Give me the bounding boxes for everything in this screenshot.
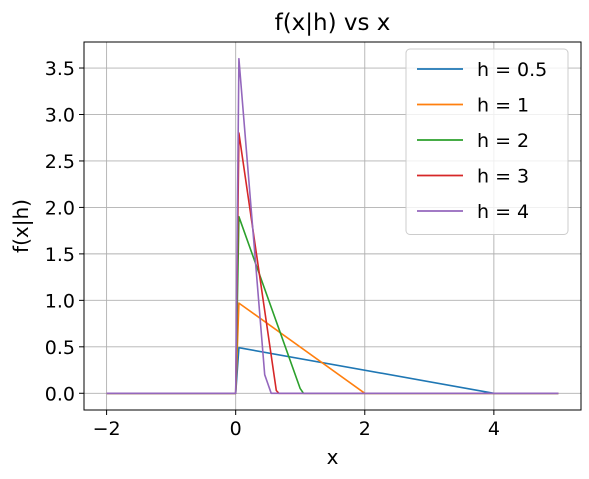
y-axis-label: f(x|h) <box>9 199 33 253</box>
legend-label: h = 0.5 <box>477 59 547 81</box>
legend-label: h = 2 <box>477 130 529 152</box>
chart-title: f(x|h) vs x <box>275 10 391 36</box>
legend-label: h = 3 <box>477 166 529 188</box>
y-tick-label: 3.0 <box>45 104 75 126</box>
x-tick-label: 4 <box>488 418 500 440</box>
legend-label: h = 1 <box>477 95 529 117</box>
y-tick-label: 2.0 <box>45 197 75 219</box>
legend: h = 0.5 h = 1 h = 2 h = 3 h = 4 <box>405 48 569 235</box>
series-line <box>106 302 559 395</box>
x-tick-label: 2 <box>359 418 371 440</box>
y-tick-label: 1.5 <box>45 244 75 266</box>
y-tick-label: 0.5 <box>45 337 75 359</box>
y-tick-label: 3.5 <box>45 58 75 80</box>
y-tick-label: 0.0 <box>45 383 75 405</box>
legend-box <box>405 48 569 235</box>
x-axis-label: x <box>327 445 339 469</box>
x-tick-label: −2 <box>93 418 121 440</box>
legend-label: h = 4 <box>477 201 529 223</box>
y-tick-label: 1.0 <box>45 290 75 312</box>
series-line <box>106 57 559 395</box>
series-line <box>106 215 559 395</box>
series-layer <box>106 57 559 395</box>
plot-frame <box>83 41 582 411</box>
ticks: −2 0 2 4 0.0 0.5 1.0 1.5 2.0 2.5 3.0 3.5 <box>45 58 500 440</box>
y-tick-label: 2.5 <box>45 151 75 173</box>
x-tick-label: 0 <box>230 418 242 440</box>
